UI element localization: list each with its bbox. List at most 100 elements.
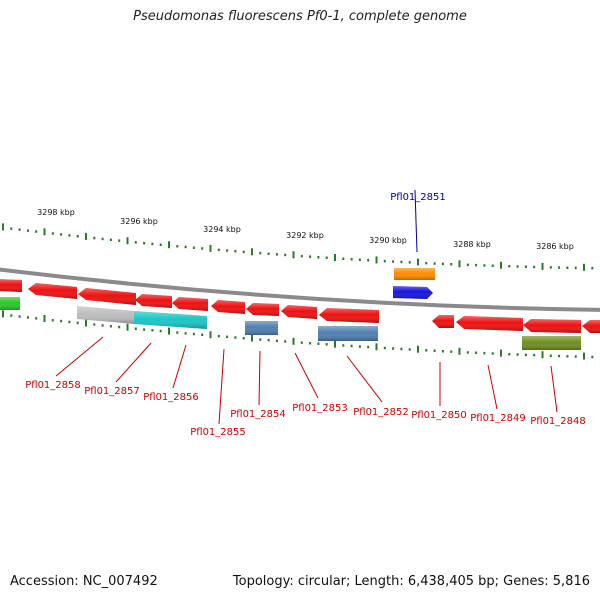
minor-tick — [10, 227, 13, 230]
minor-tick — [275, 339, 278, 343]
gene-arrow-pfl01-2856[interactable] — [135, 294, 172, 308]
minor-tick — [151, 329, 154, 332]
scale-ticks-upper — [2, 223, 594, 271]
page-title: Pseudomonas fluorescens Pf0-1, complete … — [133, 9, 467, 24]
minor-tick — [566, 355, 569, 358]
feature-olive[interactable] — [522, 336, 581, 350]
minor-tick — [226, 335, 229, 339]
gene-arrow-pfl01-2848[interactable] — [523, 319, 581, 333]
minor-tick — [76, 321, 79, 325]
minor-tick — [350, 258, 353, 261]
minor-tick — [342, 344, 345, 347]
minor-tick — [184, 332, 187, 335]
major-tick — [334, 340, 336, 348]
gene-label-pfl01-2855[interactable]: Pfl01_2855 — [190, 427, 246, 438]
major-tick — [583, 263, 585, 271]
major-tick — [541, 262, 544, 270]
minor-tick — [441, 350, 444, 353]
minor-tick — [516, 265, 519, 268]
minor-tick — [450, 263, 453, 266]
gene-label-pfl01-2854[interactable]: Pfl01_2854 — [230, 409, 286, 420]
gene-arrow-pfl01-2855[interactable] — [172, 297, 208, 311]
minor-tick — [26, 316, 29, 319]
minor-tick — [176, 331, 179, 334]
feature-steel-1[interactable] — [245, 321, 278, 335]
minor-tick — [184, 245, 187, 249]
minor-tick — [18, 315, 21, 318]
minor-tick — [425, 261, 428, 265]
gene-label-pfl01-2858[interactable]: Pfl01_2858 — [25, 380, 81, 391]
minor-tick — [483, 264, 486, 267]
minor-tick — [159, 243, 162, 246]
feature-orange[interactable] — [394, 268, 435, 280]
callout-line-pfl01-2855 — [218, 348, 225, 425]
minor-tick — [109, 238, 112, 242]
scale-label-3294: 3294 kbp — [203, 225, 241, 234]
minor-tick — [491, 264, 494, 267]
major-tick — [2, 223, 4, 231]
minor-tick — [367, 259, 370, 262]
gene-label-pfl01-2857[interactable]: Pfl01_2857 — [84, 386, 140, 397]
minor-tick — [217, 334, 220, 338]
scale-labels: 3298 kbp 3296 kbp 3294 kbp 3292 kbp 3290… — [37, 208, 574, 251]
minor-tick — [234, 250, 237, 253]
feature-steel-2[interactable] — [318, 326, 378, 341]
gene-label-pfl01-2852[interactable]: Pfl01_2852 — [353, 407, 409, 418]
gene-label-pfl01-2849[interactable]: Pfl01_2849 — [470, 413, 526, 424]
major-tick — [417, 258, 419, 266]
gene-arrow-pfl01-2852[interactable] — [319, 308, 379, 323]
minor-tick — [18, 228, 21, 231]
callout-line-pfl01-2851 — [414, 189, 418, 253]
gene-arrow-pfl01-2853[interactable] — [281, 305, 317, 319]
minor-tick — [475, 263, 478, 267]
gene-arrow-pfl01-2851[interactable] — [393, 286, 433, 299]
minor-tick — [325, 256, 328, 259]
minor-tick — [192, 246, 195, 249]
major-tick — [43, 315, 46, 322]
minor-tick — [508, 265, 511, 268]
gene-label-pfl01-2853[interactable]: Pfl01_2853 — [292, 403, 348, 414]
major-tick — [500, 261, 502, 269]
gene-arrow-pfl01-2849[interactable] — [456, 316, 523, 331]
minor-tick — [10, 314, 13, 317]
minor-tick — [558, 354, 561, 358]
minor-tick — [425, 349, 428, 352]
minor-tick — [441, 262, 444, 266]
callout-line-pfl01-2857 — [115, 342, 152, 383]
gene-arrow-pfl01-2858[interactable] — [28, 283, 77, 299]
major-tick — [292, 337, 295, 345]
minor-tick — [93, 323, 96, 326]
minor-tick — [508, 353, 511, 356]
genome-backbone — [0, 267, 600, 312]
minor-tick — [466, 351, 469, 354]
minor-tick — [143, 328, 146, 331]
gene-label-pfl01-2856[interactable]: Pfl01_2856 — [143, 392, 199, 403]
minor-tick — [350, 344, 353, 348]
minor-tick — [574, 355, 577, 358]
major-tick — [209, 331, 212, 339]
minor-tick — [433, 349, 436, 352]
major-tick — [334, 254, 336, 261]
minor-tick — [93, 236, 96, 240]
feature-green[interactable] — [0, 297, 20, 310]
feature-cyan[interactable] — [134, 311, 207, 329]
gene-arrow-pfl01-2854[interactable] — [246, 303, 279, 316]
gene-arrow-pfl01-2850[interactable] — [432, 315, 454, 328]
gene-label-pfl01-2848[interactable]: Pfl01_2848 — [530, 416, 586, 427]
gene-label-pfl01-2851[interactable]: Pfl01_2851 — [390, 192, 446, 203]
minor-tick — [408, 261, 411, 264]
minor-tick — [309, 255, 312, 258]
gene-arrow-pfl01-2857[interactable] — [78, 288, 136, 305]
gene-arrow-pfl01-2854a[interactable] — [211, 300, 245, 314]
minor-tick — [408, 348, 411, 351]
minor-tick — [524, 265, 527, 268]
gene-arrow-edge-left[interactable] — [0, 279, 22, 292]
minor-tick — [433, 262, 436, 265]
minor-tick — [68, 320, 71, 324]
gene-arrow-edge-right[interactable] — [582, 320, 600, 333]
minor-tick — [242, 250, 245, 254]
minor-tick — [259, 338, 262, 341]
gene-label-pfl01-2850[interactable]: Pfl01_2850 — [411, 410, 467, 421]
feature-silver[interactable] — [77, 306, 135, 324]
